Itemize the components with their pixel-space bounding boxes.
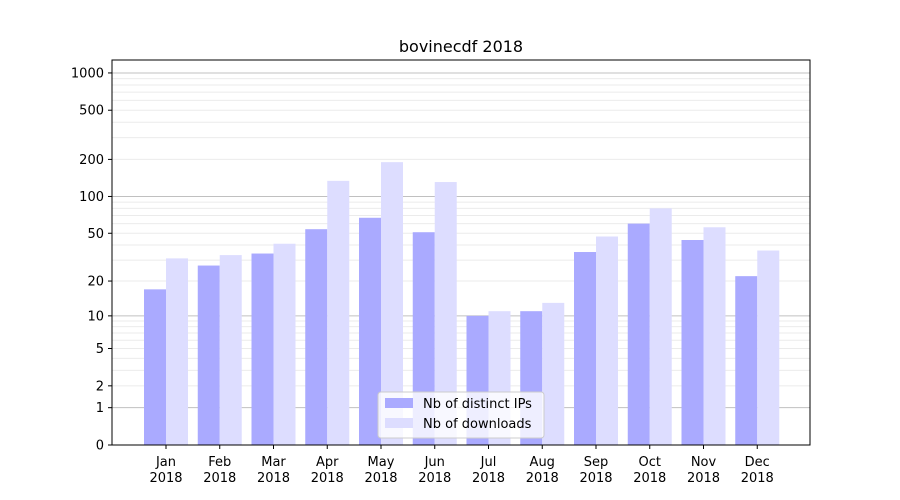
x-tick-label: Jul 2018 (472, 455, 505, 486)
y-tick-label: 100 (79, 190, 104, 205)
y-tick-label: 5 (96, 342, 104, 357)
y-tick-label: 1 (96, 401, 104, 416)
x-tick-label: Jan 2018 (149, 455, 182, 486)
bar-distinct-ips (681, 240, 704, 445)
bar-downloads (381, 162, 403, 445)
bar-downloads (219, 255, 242, 445)
legend-swatch (385, 418, 413, 428)
bar-downloads (273, 243, 296, 445)
x-tick-label: Oct 2018 (633, 455, 666, 486)
bar-downloads (596, 236, 618, 445)
x-tick-label: Nov 2018 (687, 455, 720, 486)
bar-distinct-ips (251, 253, 274, 445)
bar-distinct-ips (574, 252, 596, 445)
y-tick-label: 1000 (71, 66, 104, 81)
x-tick-label: Dec 2018 (741, 455, 774, 486)
y-tick-label: 0 (96, 439, 104, 454)
y-tick-label: 2 (96, 379, 104, 394)
bar-distinct-ips (359, 217, 381, 445)
y-tick-label: 50 (87, 227, 104, 242)
x-tick-label: Sep 2018 (579, 455, 612, 486)
x-tick-label: Aug 2018 (526, 455, 559, 486)
y-tick-label: 500 (79, 104, 104, 119)
y-tick-label: 10 (87, 309, 104, 324)
chart-title: bovinecdf 2018 (399, 37, 523, 56)
bar-distinct-ips (735, 276, 758, 445)
bar-downloads (327, 180, 350, 445)
bar-downloads (703, 227, 726, 445)
bar-distinct-ips (197, 265, 220, 445)
y-tick-label: 20 (87, 275, 104, 290)
x-tick-label: Feb 2018 (203, 455, 236, 486)
x-tick-label: Jun 2018 (418, 455, 451, 486)
bar-distinct-ips (305, 229, 328, 445)
x-tick-label: Apr 2018 (311, 455, 344, 486)
bar-downloads (542, 302, 565, 445)
legend-box (377, 391, 545, 439)
bar-distinct-ips (144, 289, 166, 445)
legend-label: Nb of downloads (423, 417, 532, 432)
legend-swatch (385, 398, 413, 408)
y-tick-label: 200 (79, 153, 104, 168)
x-tick-label: May 2018 (364, 455, 397, 486)
bar-downloads (434, 182, 457, 445)
legend-label: Nb of distinct IPs (423, 397, 532, 412)
bar-downloads (757, 250, 780, 445)
bar-downloads (166, 258, 188, 445)
plot-frame (111, 59, 811, 446)
bar-downloads (649, 208, 672, 445)
x-tick-label: Mar 2018 (257, 455, 290, 486)
bar-distinct-ips (627, 223, 650, 445)
